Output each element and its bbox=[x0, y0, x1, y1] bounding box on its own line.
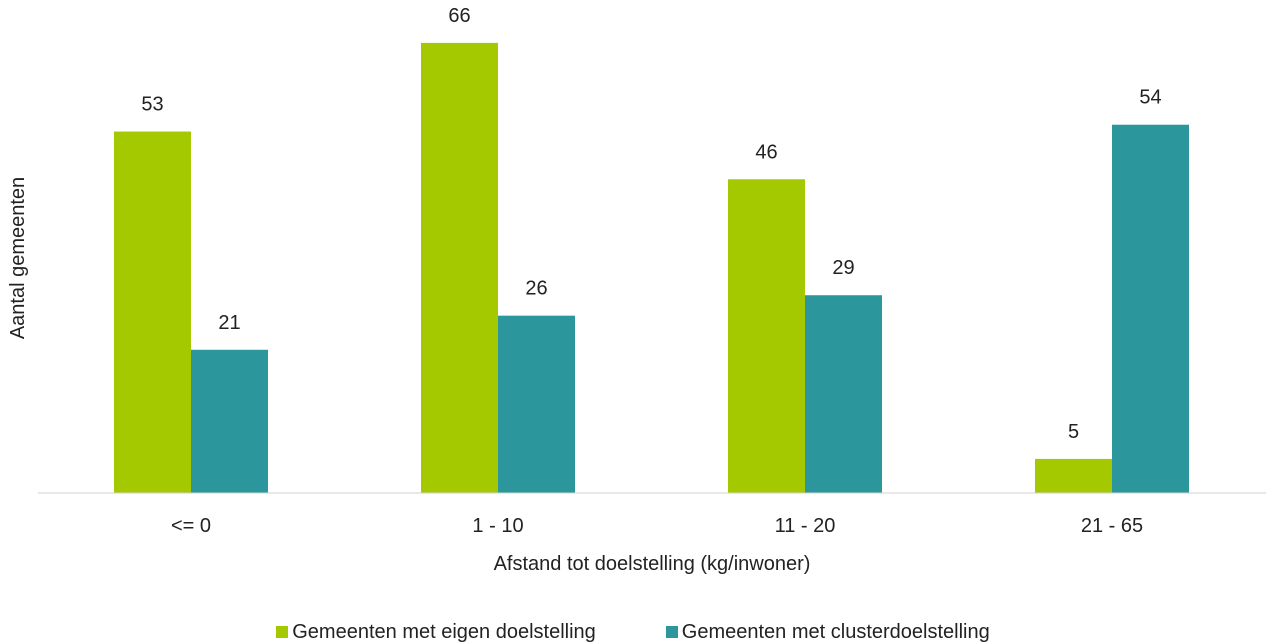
value-label-series1-cat4: 5 bbox=[1068, 421, 1079, 443]
value-label-series1-cat2: 66 bbox=[448, 5, 470, 27]
x-tick-label-2: 1 - 10 bbox=[472, 515, 523, 537]
value-label-series2-cat3: 29 bbox=[832, 257, 854, 279]
value-label-series1-cat1: 53 bbox=[141, 94, 163, 116]
x-tick-label-4: 21 - 65 bbox=[1081, 515, 1143, 537]
value-label-series2-cat2: 26 bbox=[525, 278, 547, 300]
x-tick-label-3: 11 - 20 bbox=[775, 515, 836, 537]
bar-series2-cat1 bbox=[191, 349, 268, 493]
legend: Gemeenten met eigen doelstelling Gemeent… bbox=[0, 620, 1266, 644]
y-axis-title: Aantal gemeenten bbox=[7, 177, 29, 339]
value-labels-group: 53 21 66 26 46 29 5 54 bbox=[141, 5, 1161, 443]
bar-series1-cat2 bbox=[421, 42, 498, 493]
x-tick-label-1: <= 0 bbox=[171, 515, 211, 537]
bar-series1-cat3 bbox=[728, 179, 805, 493]
bar-series2-cat4 bbox=[1112, 124, 1189, 493]
bar-series1-cat1 bbox=[114, 131, 191, 494]
legend-label-eigen: Gemeenten met eigen doelstelling bbox=[292, 620, 596, 643]
value-label-series2-cat1: 21 bbox=[218, 312, 240, 334]
bar-series2-cat2 bbox=[498, 315, 575, 493]
legend-item-cluster: Gemeenten met clusterdoelstelling bbox=[665, 620, 990, 644]
bars-group bbox=[114, 42, 1189, 494]
legend-swatch-cluster bbox=[665, 626, 678, 638]
legend-item-eigen: Gemeenten met eigen doelstelling bbox=[276, 620, 596, 644]
legend-label-cluster: Gemeenten met clusterdoelstelling bbox=[681, 620, 990, 643]
legend-swatch-eigen bbox=[276, 626, 289, 638]
x-tick-labels-group: <= 0 1 - 10 11 - 20 21 - 65 bbox=[171, 515, 1143, 537]
x-axis-title: Afstand tot doelstelling (kg/inwoner) bbox=[494, 553, 811, 575]
value-label-series1-cat3: 46 bbox=[755, 141, 777, 163]
bar-series2-cat3 bbox=[805, 295, 882, 493]
bar-chart: 53 21 66 26 46 29 5 54 <= 0 1 - 10 11 - 20 21 - 65… bbox=[7, 5, 1266, 575]
value-label-series2-cat4: 54 bbox=[1139, 87, 1161, 109]
bar-series1-cat4 bbox=[1035, 458, 1112, 493]
